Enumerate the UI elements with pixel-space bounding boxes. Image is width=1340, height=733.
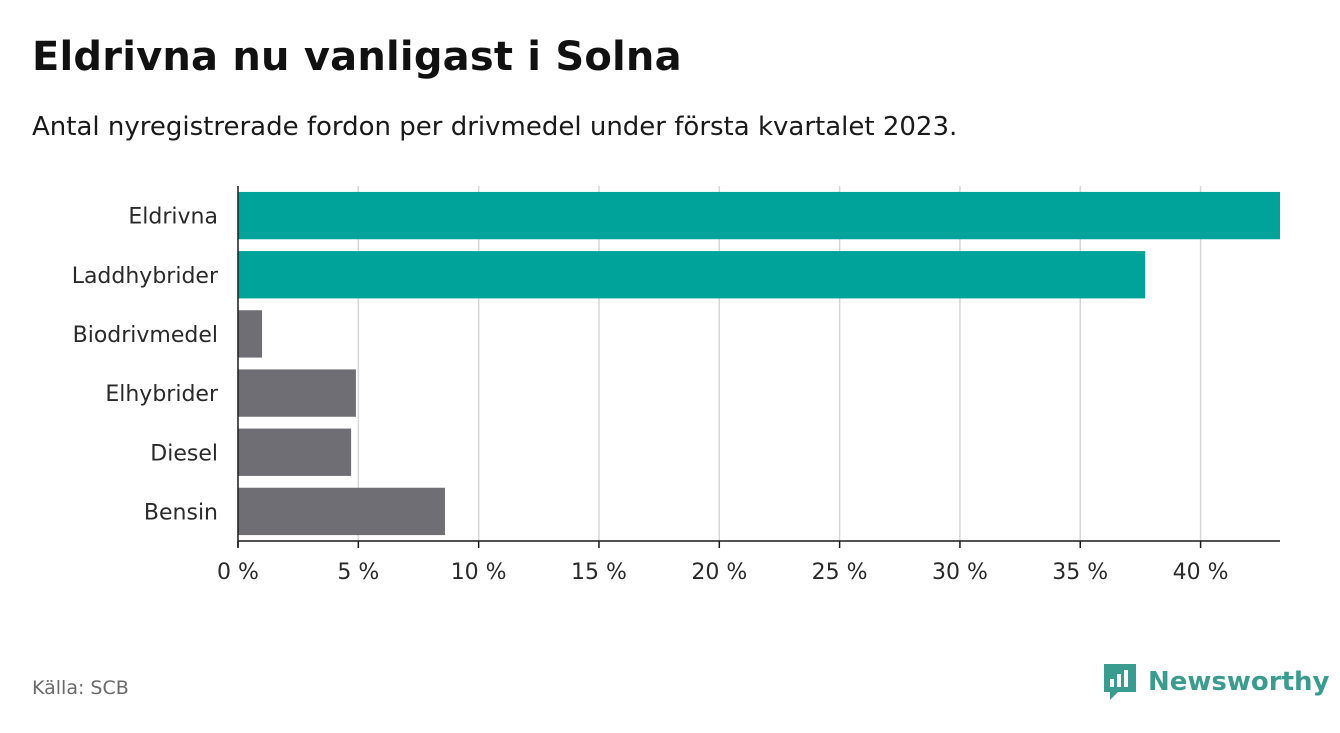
bar (238, 369, 356, 417)
x-tick-label: 0 % (217, 560, 259, 585)
chart-subtitle: Antal nyregistrerade fordon per drivmede… (32, 112, 958, 142)
bar (238, 487, 445, 536)
source-note: Källa: SCB (32, 677, 129, 699)
chart-title: Eldrivna nu vanligast i Solna (32, 34, 682, 80)
category-label: Elhybrider (105, 382, 219, 407)
x-tick-label: 30 % (932, 560, 988, 585)
x-tick-label: 25 % (812, 560, 868, 585)
bar (238, 191, 1280, 240)
x-tick-label: 15 % (571, 560, 627, 585)
category-label: Laddhybrider (72, 264, 219, 289)
category-label: Bensin (144, 500, 218, 525)
brand-logo: Newsworthy (1102, 662, 1329, 702)
x-tick-label: 35 % (1052, 560, 1108, 585)
bar (238, 428, 352, 476)
x-tick-label: 10 % (451, 560, 507, 585)
x-tick-label: 5 % (337, 560, 379, 585)
gridlines (357, 186, 1202, 541)
bar (238, 310, 263, 358)
x-axis: 0 % 5 % 10 % 15 % 20 % 25 % 30 % 35 % 40 % (217, 186, 1280, 585)
newsworthy-logo-icon (1104, 664, 1136, 700)
category-label: Eldrivna (128, 205, 218, 230)
brand-name: Newsworthy (1148, 667, 1330, 697)
x-tick-label: 40 % (1173, 560, 1229, 585)
category-labels: Eldrivna Laddhybrider Biodrivmedel Elhybrid… (72, 205, 219, 526)
bar (238, 251, 1146, 299)
category-label: Diesel (150, 441, 218, 466)
category-label: Biodrivmedel (73, 323, 218, 348)
bars (238, 191, 1280, 536)
x-tick-label: 20 % (691, 560, 747, 585)
